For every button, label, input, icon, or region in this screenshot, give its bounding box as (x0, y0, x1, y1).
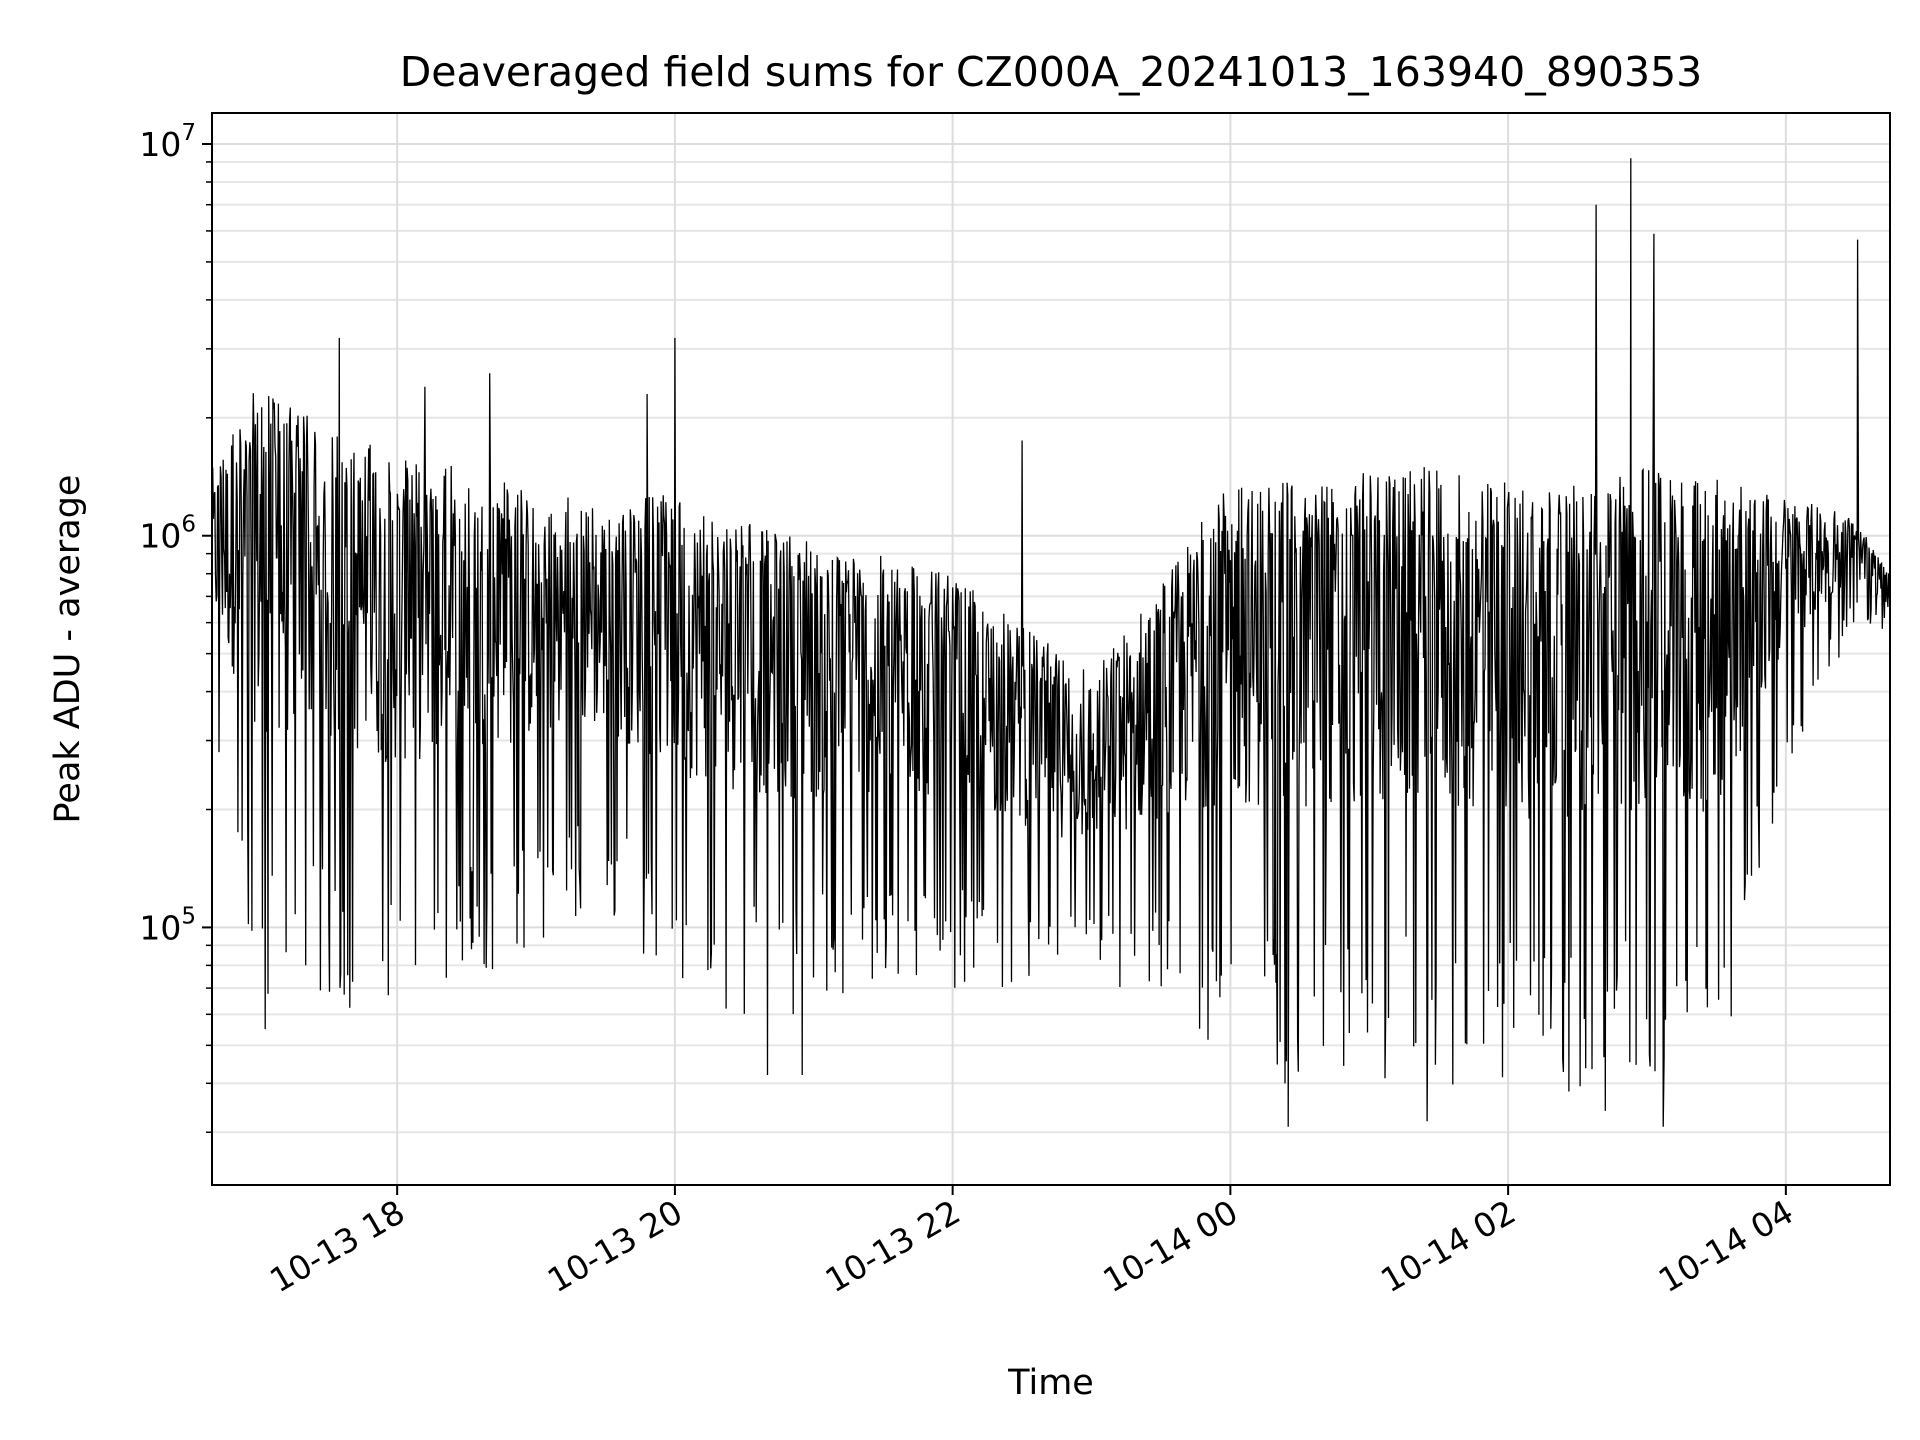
x-axis-label: Time (1007, 1363, 1094, 1403)
y-tick-label: 107 (139, 120, 196, 164)
chart-title: Deaveraged field sums for CZ000A_2024101… (400, 48, 1703, 96)
y-axis: 105 106 107 (139, 120, 212, 1133)
y-axis-label: Peak ADU - average (48, 475, 88, 824)
plot-frame (211, 112, 1891, 1186)
series-trace (211, 158, 1891, 1127)
y-tick-label: 105 (139, 903, 196, 947)
series-line (211, 158, 1891, 1127)
y-tick-label: 106 (139, 512, 196, 556)
